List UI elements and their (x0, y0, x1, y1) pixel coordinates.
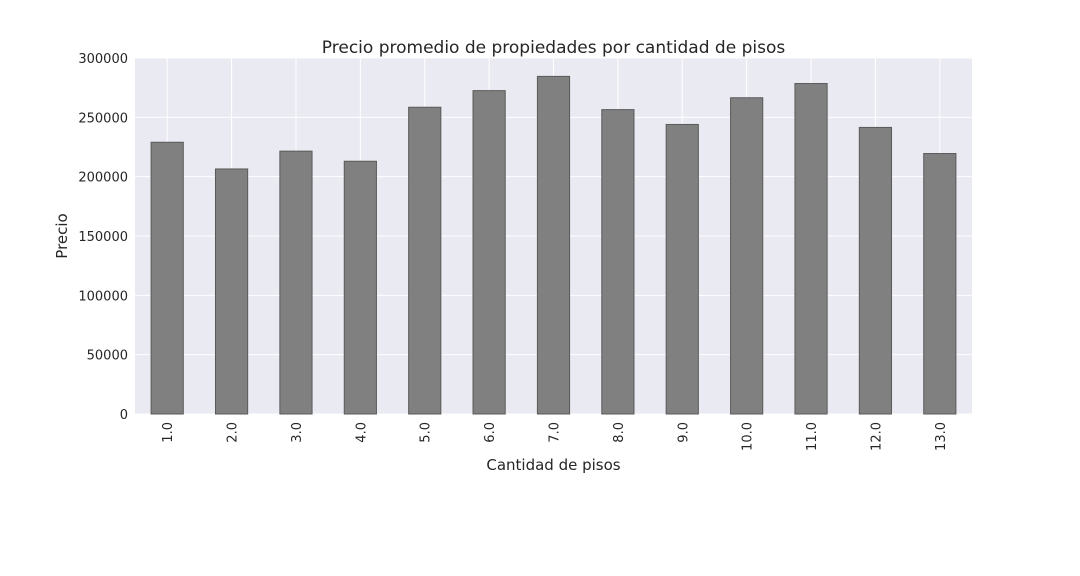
bars (150, 75, 957, 415)
x-tick-label: 2.0 (226, 422, 241, 443)
bar (665, 123, 699, 415)
bar (536, 75, 571, 415)
x-axis-label: Cantidad de pisos (486, 456, 620, 474)
x-axis-ticks: 1.0 2.0 3.0 4.0 5.0 6.0 7.0 8.0 9.0 10.0 11.0 12.0 1… (161, 422, 949, 451)
x-tick-label: 7.0 (548, 422, 563, 443)
x-tick-label: 4.0 (354, 422, 369, 443)
bar (923, 153, 957, 415)
y-axis-ticks: 0 50000 100000 150000 200000 250000 300000 (78, 52, 128, 423)
y-tick-label: 50000 (87, 349, 128, 364)
bar (343, 160, 377, 415)
bar (730, 97, 764, 415)
bar (858, 126, 893, 415)
x-tick-label: 10.0 (741, 422, 756, 451)
bar (214, 168, 249, 415)
y-tick-label: 0 (120, 408, 128, 423)
bar (279, 150, 313, 415)
y-tick-label: 200000 (78, 171, 128, 186)
x-tick-label: 11.0 (805, 422, 820, 451)
bar (794, 83, 828, 415)
bar (601, 109, 635, 415)
bar (150, 141, 184, 415)
x-tick-label: 3.0 (290, 422, 305, 443)
x-tick-label: 13.0 (934, 422, 949, 451)
x-tick-label: 1.0 (161, 422, 176, 443)
x-tick-label: 9.0 (676, 422, 691, 443)
y-axis-label: Precio (53, 213, 71, 258)
x-tick-label: 12.0 (869, 422, 884, 451)
bar (408, 106, 442, 415)
chart-title: Precio promedio de propiedades por canti… (322, 38, 786, 58)
y-tick-label: 150000 (78, 230, 128, 245)
x-tick-label: 5.0 (419, 422, 434, 443)
y-tick-label: 100000 (78, 289, 128, 304)
x-tick-label: 6.0 (483, 422, 498, 443)
x-tick-label: 8.0 (612, 422, 627, 443)
bar (472, 90, 506, 415)
y-tick-label: 250000 (78, 111, 128, 126)
y-tick-label: 300000 (78, 52, 128, 67)
